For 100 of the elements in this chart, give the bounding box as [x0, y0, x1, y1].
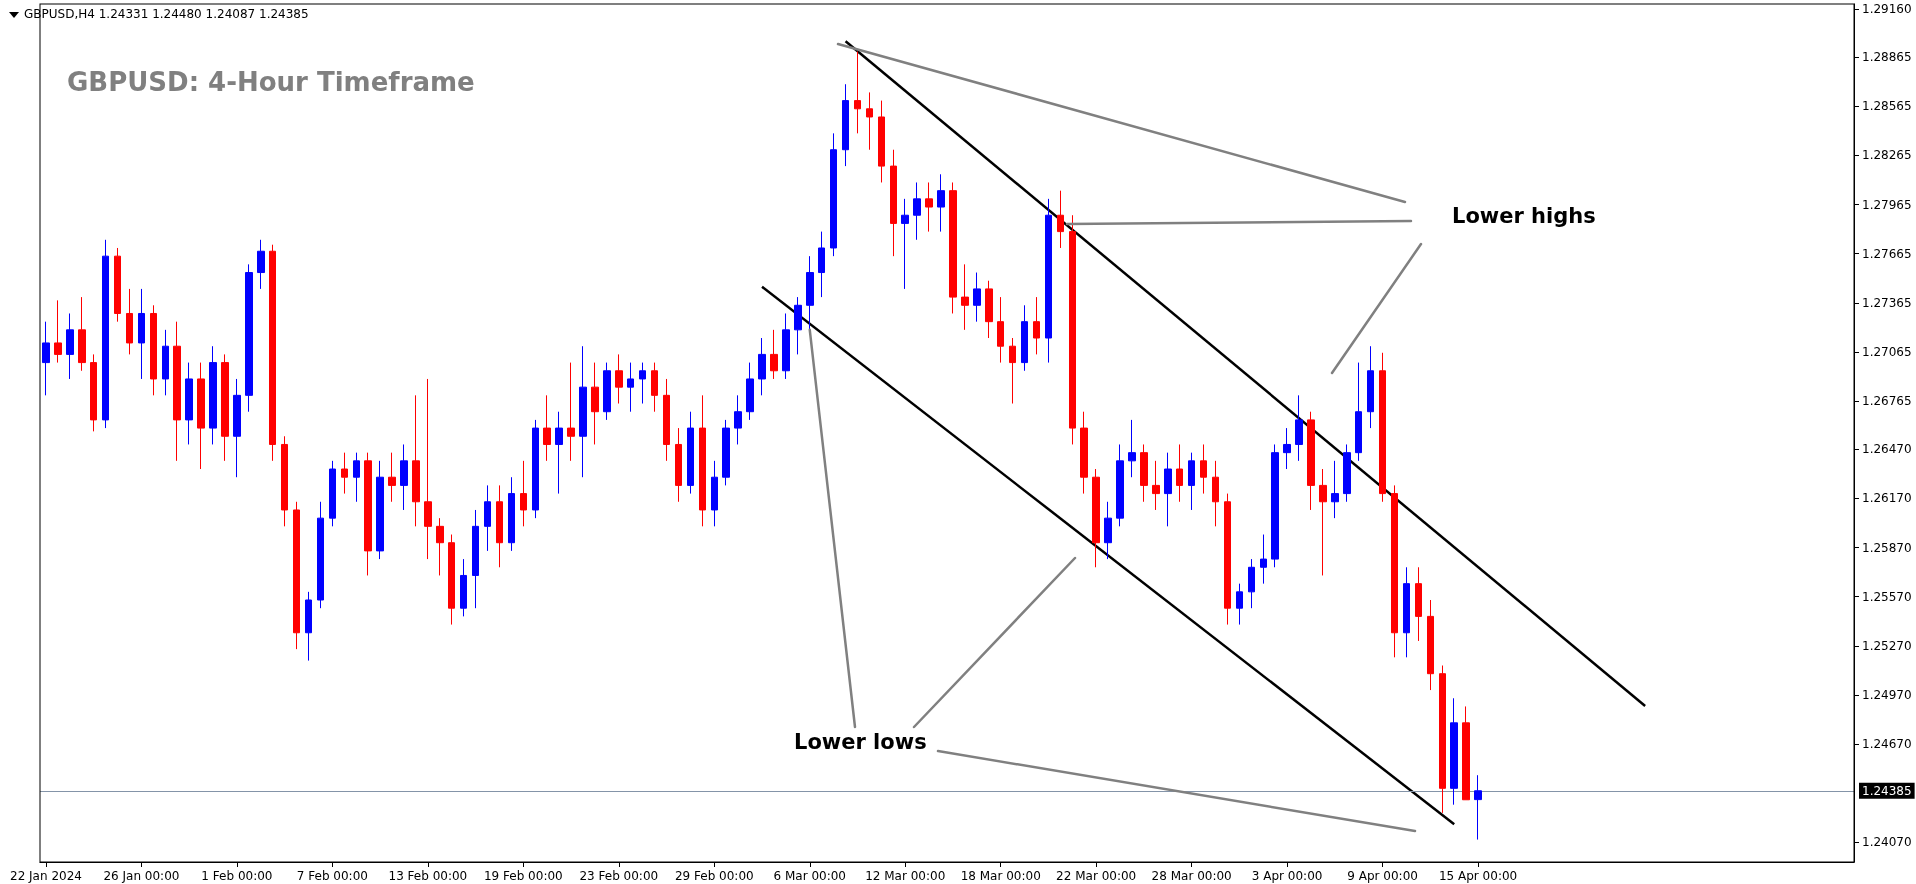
candlestick — [866, 91, 873, 151]
candlestick — [878, 100, 885, 183]
candlestick — [1462, 705, 1470, 801]
candlestick — [1331, 460, 1339, 519]
candlestick — [854, 50, 861, 134]
candlestick — [639, 362, 646, 405]
candlestick — [1415, 566, 1422, 642]
candlestick — [353, 452, 360, 503]
candlestick — [1427, 599, 1434, 691]
y-tick-label: 1.24670 — [1862, 737, 1912, 752]
candlestick — [890, 149, 897, 257]
candlestick — [400, 443, 408, 511]
candlestick — [627, 362, 634, 413]
y-tick-label: 1.25870 — [1862, 540, 1912, 555]
candlestick — [1260, 534, 1267, 585]
annotation: GBPUSD,H4 1.24331 1.24480 1.24087 1.24385 — [24, 7, 309, 21]
candlestick — [42, 321, 50, 396]
candlestick — [388, 452, 396, 503]
candlestick — [663, 378, 670, 462]
candlestick — [1248, 558, 1255, 609]
annotation: Lower highs — [1452, 204, 1596, 228]
candlestick — [66, 312, 74, 380]
candlestick — [376, 460, 384, 560]
x-tick-label: 7 Feb 00:00 — [296, 869, 368, 883]
x-tick-label: 15 Apr 00:00 — [1438, 869, 1518, 883]
candlestick — [806, 255, 814, 331]
candlestick — [221, 353, 229, 462]
candlestick — [138, 288, 145, 380]
candlestick — [305, 591, 312, 662]
y-tick-label: 1.28865 — [1862, 50, 1912, 65]
candlestick — [1391, 484, 1398, 658]
candlestick — [245, 263, 253, 413]
candlestick — [126, 288, 133, 355]
x-tick-label: 12 Mar 00:00 — [865, 869, 946, 883]
candlestick — [1021, 304, 1028, 372]
candlestick — [1439, 665, 1446, 814]
candlestick — [555, 411, 563, 495]
candlestick — [496, 484, 503, 568]
candlestick — [508, 476, 515, 552]
candlestick — [317, 501, 324, 609]
candlestick — [949, 181, 957, 314]
candlestick — [209, 345, 217, 445]
candlestick — [484, 484, 491, 552]
candlestick — [1104, 501, 1112, 560]
x-tick-label: 3 Apr 00:00 — [1251, 869, 1323, 883]
x-tick-label: 13 Feb 00:00 — [388, 869, 468, 883]
y-tick-label: 1.29160 — [1862, 1, 1912, 16]
candlestick — [1188, 452, 1195, 511]
candlestick — [973, 272, 981, 323]
y-tick-label: 1.26470 — [1862, 442, 1912, 457]
candlestick — [162, 329, 169, 396]
candlestick — [1176, 443, 1183, 503]
x-tick-label: 22 Mar 00:00 — [1056, 869, 1137, 883]
candlestick — [567, 362, 575, 462]
candlestick — [1343, 443, 1351, 503]
x-tick-label: 18 Mar 00:00 — [960, 869, 1041, 883]
y-tick-label: 1.28565 — [1862, 99, 1912, 114]
candlestick — [185, 362, 193, 445]
y-tick-label: 1.24970 — [1862, 687, 1912, 702]
candlestick — [579, 345, 587, 478]
candlestick — [758, 337, 766, 396]
candlestick — [460, 558, 467, 617]
candlestick — [1045, 198, 1052, 364]
candlestick — [794, 296, 802, 355]
candlestick — [1403, 566, 1410, 658]
candlestick — [1152, 460, 1160, 511]
candlestick — [54, 299, 62, 364]
candlestick — [1474, 774, 1482, 841]
candlestick — [269, 244, 276, 462]
candlestick — [1212, 460, 1219, 527]
y-tick-label: 1.25270 — [1862, 638, 1912, 653]
y-tick-label: 1.27065 — [1862, 344, 1912, 359]
candlestick — [1283, 427, 1291, 470]
candlestick — [842, 83, 849, 167]
candlestick — [770, 329, 778, 380]
candlestick — [364, 452, 372, 576]
candlestick — [615, 353, 623, 405]
y-tick-label: 1.27665 — [1862, 246, 1912, 261]
candlestick — [1164, 452, 1172, 527]
candlestick — [603, 362, 611, 421]
candlestick — [901, 198, 909, 290]
candlestick — [1200, 443, 1207, 495]
candlestick — [281, 435, 288, 527]
candlestick — [1236, 583, 1243, 626]
candlestick — [150, 304, 157, 396]
annotation: Lower lows — [794, 730, 927, 754]
y-tick-label: 1.27965 — [1862, 197, 1912, 212]
candlestick — [985, 280, 993, 339]
candlestick — [472, 509, 479, 609]
candlestick — [830, 132, 837, 257]
candlestick — [90, 353, 97, 432]
x-tick-label: 26 Jan 00:00 — [103, 869, 180, 883]
candlestick — [102, 239, 109, 429]
candlestick — [675, 427, 682, 503]
candlestick — [233, 378, 241, 478]
candlestick — [329, 460, 336, 527]
candlestick — [520, 460, 527, 527]
candlestick — [1307, 411, 1315, 511]
candlestick — [711, 460, 718, 527]
candlestick — [746, 362, 754, 421]
